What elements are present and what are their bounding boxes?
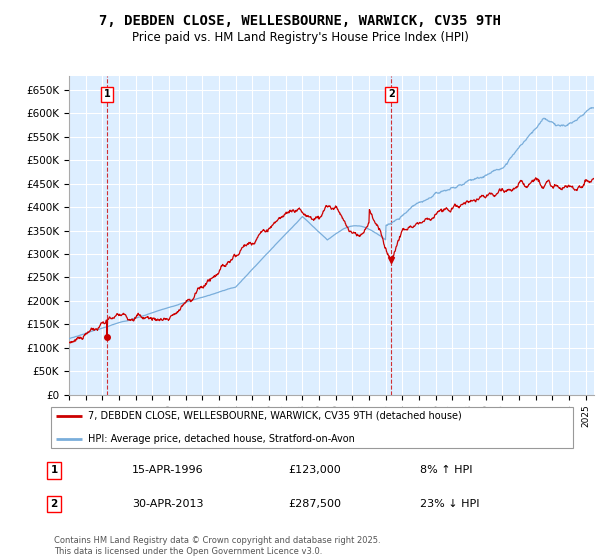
Text: HPI: Average price, detached house, Stratford-on-Avon: HPI: Average price, detached house, Stra… (88, 434, 355, 444)
Text: 30-APR-2013: 30-APR-2013 (132, 499, 203, 509)
Text: 7, DEBDEN CLOSE, WELLESBOURNE, WARWICK, CV35 9TH (detached house): 7, DEBDEN CLOSE, WELLESBOURNE, WARWICK, … (88, 411, 461, 421)
Text: 1: 1 (104, 90, 110, 99)
Text: 8% ↑ HPI: 8% ↑ HPI (420, 465, 473, 475)
Text: £123,000: £123,000 (288, 465, 341, 475)
Text: Contains HM Land Registry data © Crown copyright and database right 2025.
This d: Contains HM Land Registry data © Crown c… (54, 536, 380, 556)
FancyBboxPatch shape (50, 407, 574, 449)
Text: 2: 2 (50, 499, 58, 509)
Text: 23% ↓ HPI: 23% ↓ HPI (420, 499, 479, 509)
Text: Price paid vs. HM Land Registry's House Price Index (HPI): Price paid vs. HM Land Registry's House … (131, 31, 469, 44)
Text: 1: 1 (50, 465, 58, 475)
Text: 15-APR-1996: 15-APR-1996 (132, 465, 203, 475)
Text: £287,500: £287,500 (288, 499, 341, 509)
Text: 2: 2 (388, 90, 395, 99)
Text: 7, DEBDEN CLOSE, WELLESBOURNE, WARWICK, CV35 9TH: 7, DEBDEN CLOSE, WELLESBOURNE, WARWICK, … (99, 14, 501, 28)
